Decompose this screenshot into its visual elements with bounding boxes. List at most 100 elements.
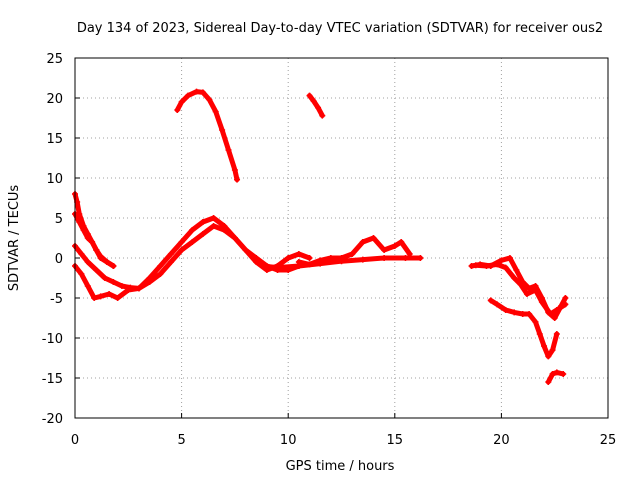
data-point bbox=[295, 251, 302, 257]
data-point bbox=[118, 283, 125, 289]
data-point bbox=[253, 259, 260, 265]
y-tick-label: -20 bbox=[42, 412, 63, 427]
data-point bbox=[103, 259, 110, 265]
x-tick-label: 15 bbox=[387, 433, 404, 448]
data-point bbox=[494, 301, 501, 308]
data-point bbox=[349, 251, 356, 257]
data-point bbox=[225, 147, 232, 153]
data-point bbox=[381, 255, 388, 261]
data-point bbox=[231, 167, 238, 173]
data-point bbox=[199, 89, 206, 96]
data-point bbox=[381, 247, 388, 253]
data-point bbox=[502, 264, 509, 271]
data-point bbox=[315, 104, 322, 111]
data-point bbox=[125, 287, 132, 293]
data-point bbox=[285, 255, 292, 261]
data-point bbox=[146, 275, 153, 281]
data-point bbox=[523, 291, 530, 297]
x-tick-label: 5 bbox=[177, 433, 185, 448]
y-tick-label: -15 bbox=[42, 372, 63, 387]
chart-title: Day 134 of 2023, Sidereal Day-to-day VTE… bbox=[77, 21, 603, 36]
data-point bbox=[193, 88, 200, 95]
data-point bbox=[406, 251, 413, 257]
y-tick-label: -5 bbox=[50, 292, 63, 307]
data-point bbox=[157, 271, 164, 277]
data-point bbox=[402, 255, 409, 261]
y-axis-label: SDTVAR / TECUs bbox=[7, 185, 22, 292]
data-point bbox=[78, 271, 85, 277]
data-point bbox=[199, 219, 206, 225]
data-point bbox=[306, 92, 313, 99]
data-point bbox=[483, 263, 490, 269]
data-point bbox=[553, 307, 560, 313]
data-point bbox=[91, 295, 98, 301]
data-point bbox=[517, 281, 524, 288]
y-tick-label: 20 bbox=[46, 92, 63, 107]
data-point bbox=[494, 261, 501, 268]
data-point bbox=[189, 227, 196, 233]
data-point bbox=[101, 275, 108, 281]
series-arc-2 bbox=[72, 211, 117, 269]
series-arc-4 bbox=[72, 215, 313, 301]
data-point bbox=[398, 239, 405, 245]
data-point bbox=[417, 255, 424, 261]
data-point bbox=[547, 311, 554, 317]
data-point bbox=[219, 127, 226, 133]
y-tick-label: 0 bbox=[55, 252, 63, 267]
data-point bbox=[532, 319, 539, 325]
data-point bbox=[553, 331, 560, 337]
series-arc-11 bbox=[487, 297, 560, 360]
data-point bbox=[506, 255, 513, 261]
x-tick-labels: 0 5 10 15 20 25 bbox=[71, 433, 616, 448]
data-point bbox=[93, 267, 100, 273]
data-point bbox=[498, 257, 505, 264]
data-point bbox=[359, 256, 366, 263]
y-tick-labels: -20 -15 -10 -5 0 5 10 15 20 25 bbox=[42, 52, 63, 427]
data-point bbox=[532, 287, 539, 293]
data-point bbox=[167, 251, 174, 257]
grid bbox=[74, 57, 609, 419]
data-point bbox=[97, 293, 104, 300]
data-point bbox=[306, 255, 313, 261]
data-point bbox=[317, 257, 324, 264]
data-point bbox=[338, 255, 345, 261]
series-arc-1 bbox=[72, 191, 117, 269]
data-point bbox=[295, 259, 302, 265]
data-point bbox=[76, 219, 83, 225]
data-point bbox=[210, 215, 217, 221]
data-point bbox=[513, 267, 520, 273]
series-arc-12 bbox=[545, 369, 567, 385]
data-point bbox=[80, 227, 87, 233]
data-point bbox=[545, 379, 552, 385]
data-point bbox=[84, 283, 91, 289]
data-point bbox=[536, 331, 543, 337]
series-line bbox=[545, 369, 566, 385]
data-point bbox=[511, 309, 518, 316]
data-point bbox=[551, 315, 558, 321]
data-point bbox=[549, 371, 556, 377]
data-point bbox=[526, 311, 533, 317]
data-point bbox=[212, 108, 219, 115]
data-point bbox=[89, 239, 96, 245]
data-point bbox=[210, 223, 217, 229]
y-tick-label: -10 bbox=[42, 332, 63, 347]
data-point bbox=[519, 311, 526, 317]
data-point bbox=[562, 295, 569, 301]
data-point bbox=[93, 247, 100, 253]
data-point bbox=[359, 239, 366, 245]
data-point bbox=[487, 297, 494, 304]
data-point bbox=[110, 263, 117, 269]
series-layer bbox=[72, 88, 569, 385]
data-point bbox=[97, 255, 104, 261]
series-line bbox=[473, 261, 568, 317]
data-point bbox=[310, 98, 317, 105]
data-point bbox=[553, 369, 560, 376]
data-point bbox=[114, 295, 121, 301]
data-point bbox=[84, 259, 91, 265]
series-arc-10 bbox=[472, 261, 569, 317]
y-tick-label: 15 bbox=[46, 132, 63, 147]
data-point bbox=[234, 176, 241, 183]
data-point bbox=[327, 255, 334, 261]
data-point bbox=[319, 112, 326, 119]
